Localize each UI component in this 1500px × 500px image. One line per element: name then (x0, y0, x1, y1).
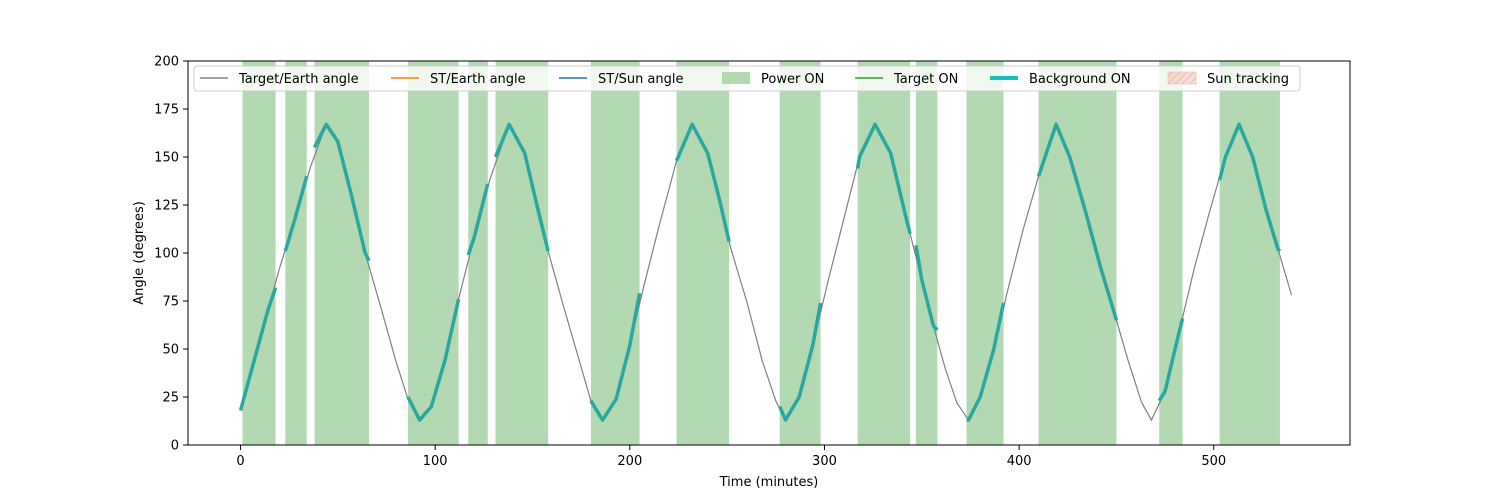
y-tick-label: 100 (154, 247, 179, 262)
legend-item: Sun tracking (1167, 71, 1289, 87)
target-earth-angle-series (239, 122, 1293, 422)
background-on-segment (312, 122, 371, 262)
background-on-segment (914, 245, 939, 332)
y-tick-label: 125 (154, 199, 179, 214)
legend-label: Power ON (761, 72, 824, 87)
y-tick-label: 200 (154, 55, 179, 70)
legend-item: Target/Earth angle (200, 72, 359, 87)
power-on-band (1038, 61, 1117, 445)
legend-item: Target ON (855, 72, 958, 87)
background-on-series (238, 122, 1282, 422)
x-axis-ticks: 0 100 200 300 400 500 (236, 445, 1226, 469)
power-on-band (966, 61, 1004, 445)
background-on-segment (674, 122, 731, 242)
target-earth-angle-line (239, 122, 1293, 422)
legend-label: Target ON (893, 72, 958, 87)
power-on-band (1219, 61, 1280, 445)
x-tick-label: 100 (423, 454, 448, 469)
background-on-segment (283, 175, 309, 252)
power-on-band (1159, 61, 1183, 445)
legend: Target/Earth angle ST/Earth angle ST/Sun a… (193, 65, 1301, 92)
y-axis-label: Angle (degrees) (132, 201, 147, 305)
background-on-segment (493, 122, 550, 252)
power-on-band (857, 61, 911, 445)
background-on-segment (1036, 122, 1119, 321)
legend-item: ST/Sun angle (559, 72, 684, 87)
y-tick-label: 75 (162, 295, 179, 310)
power-on-band (407, 61, 459, 445)
x-tick-label: 400 (1007, 454, 1032, 469)
legend-item: ST/Earth angle (391, 72, 526, 87)
background-on-segment (406, 298, 461, 422)
legend-item: Power ON (722, 72, 824, 87)
x-tick-label: 300 (812, 454, 837, 469)
legend-label: ST/Sun angle (598, 72, 684, 87)
legend-label: Background ON (1029, 72, 1131, 87)
background-on-segment (1217, 122, 1282, 253)
legend-label: Sun tracking (1207, 72, 1289, 87)
legend-label: Target/Earth angle (238, 72, 359, 87)
power-on-band (676, 61, 730, 445)
power-on-band (779, 61, 821, 445)
background-on-segment (855, 122, 912, 235)
y-tick-label: 0 (171, 439, 179, 454)
y-axis-ticks: 0 25 50 75 100 125 150 175 200 (154, 55, 188, 454)
x-tick-label: 200 (617, 454, 642, 469)
x-tick-label: 0 (236, 454, 244, 469)
background-on-segment (1157, 317, 1185, 402)
power-on-band (495, 61, 549, 445)
power-on-band (915, 61, 938, 445)
y-tick-label: 25 (162, 391, 179, 406)
legend-swatch-patch (722, 72, 750, 84)
x-axis-label: Time (minutes) (719, 475, 819, 490)
y-tick-label: 50 (162, 343, 179, 358)
background-on-segment (778, 302, 823, 422)
y-tick-label: 175 (154, 103, 179, 118)
power-on-band (285, 61, 307, 445)
background-on-segment (238, 286, 278, 411)
background-on-segment (589, 292, 642, 422)
legend-item: Background ON (990, 72, 1131, 87)
x-tick-label: 500 (1201, 454, 1226, 469)
power-on-bands (242, 61, 1280, 445)
background-on-segment (966, 302, 1006, 422)
background-on-segment (466, 183, 490, 256)
y-tick-label: 150 (154, 151, 179, 166)
legend-label: ST/Earth angle (430, 72, 526, 87)
power-on-band (590, 61, 640, 445)
legend-swatch-hatched (1167, 71, 1197, 85)
power-on-band (314, 61, 370, 445)
power-on-band (468, 61, 488, 445)
